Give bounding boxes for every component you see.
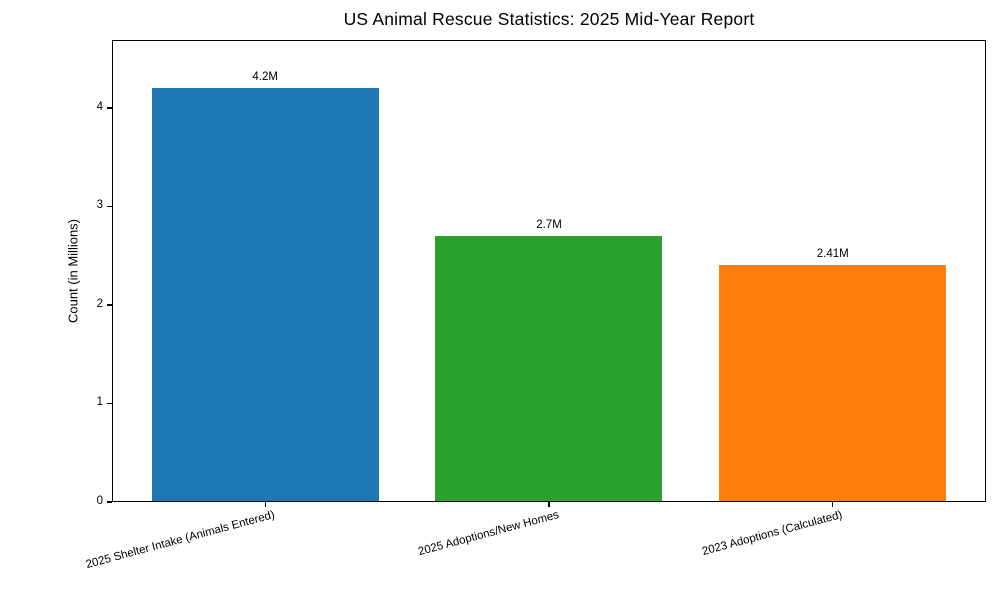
y-tick-label: 1 (96, 396, 103, 409)
bar (151, 88, 379, 502)
y-tick-label: 2 (96, 297, 103, 310)
x-tick-mark (264, 502, 266, 507)
x-tick-label: 2023 Adoptions (Calculated) (701, 509, 844, 558)
bar (435, 236, 663, 502)
x-tick-mark (832, 502, 834, 507)
y-tick-mark (107, 205, 112, 208)
y-tick-mark (107, 107, 112, 109)
bar-value-label: 4.2M (252, 71, 278, 84)
x-tick-label: 2025 Adoptions/New Homes (416, 509, 561, 559)
y-tick-label: 0 (96, 495, 103, 507)
y-tick-label: 3 (96, 199, 103, 212)
y-tick-label: 4 (96, 100, 103, 113)
bar (719, 264, 947, 502)
x-tick-mark (548, 502, 550, 507)
bar-value-label: 2.7M (536, 219, 562, 232)
y-tick-mark (107, 501, 112, 503)
chart-title: US Animal Rescue Statistics: 2025 Mid-Ye… (343, 9, 755, 29)
y-tick-mark (107, 304, 112, 306)
y-tick-mark (107, 402, 112, 405)
x-tick-label: 2025 Shelter Intake (Animals Entered) (84, 509, 277, 572)
bar-value-label: 2.41M (816, 247, 849, 260)
